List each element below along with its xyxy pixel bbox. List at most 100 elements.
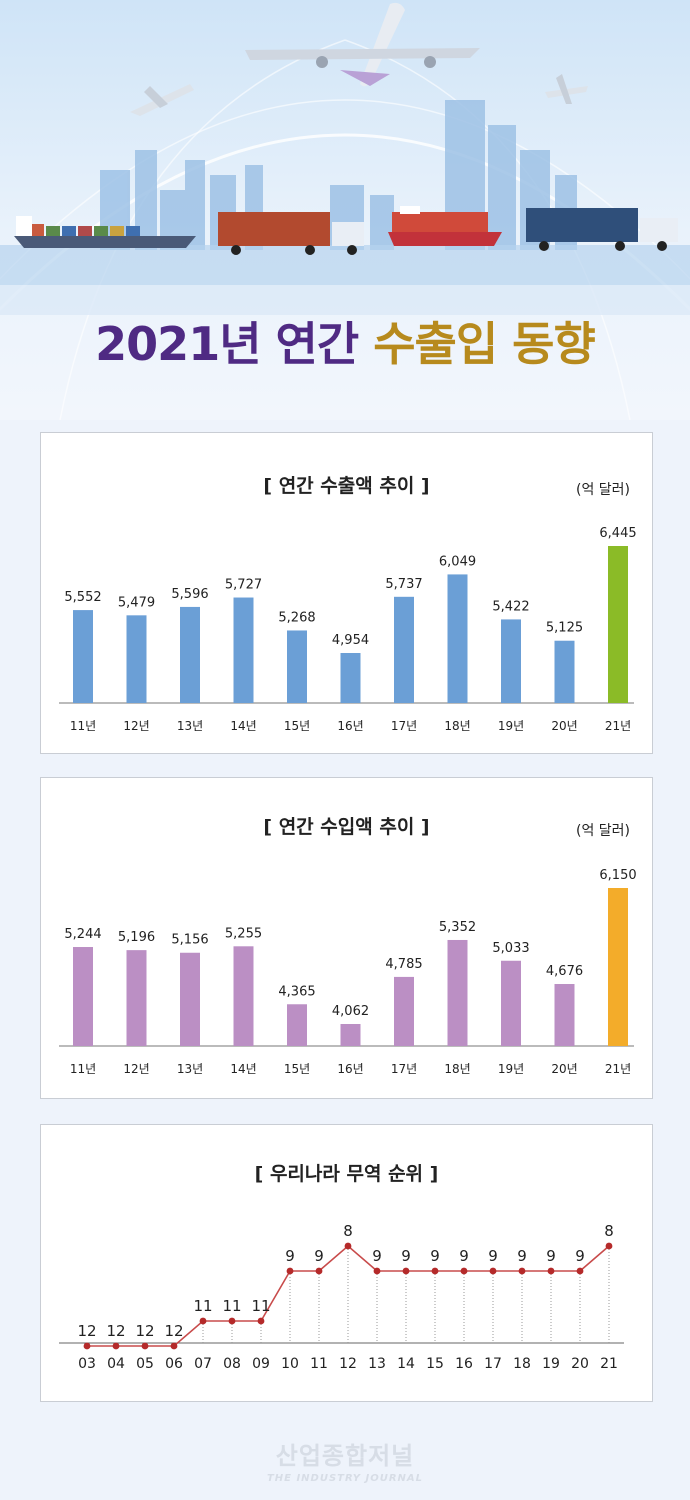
export-category-label: 11년 bbox=[70, 719, 96, 733]
import-category-label: 18년 bbox=[444, 1062, 470, 1076]
export-bar-chart: 5,552 11년 5,479 12년 5,596 13년 5,727 14년 5,268 15년… bbox=[59, 526, 637, 733]
rank-point bbox=[402, 1267, 410, 1275]
cargo-ship bbox=[14, 216, 196, 248]
rank-value-label: 9 bbox=[285, 1247, 295, 1265]
page-title-part2: 수출입 동향 bbox=[373, 317, 596, 371]
export-category-label: 20년 bbox=[551, 719, 577, 733]
import-bar bbox=[126, 950, 147, 1046]
page-title-part1: 2021년 연간 bbox=[95, 317, 359, 371]
export-category-label: 14년 bbox=[230, 719, 256, 733]
rank-category-label: 04 bbox=[107, 1356, 125, 1372]
rank-point bbox=[112, 1342, 120, 1350]
import-chart-panel: [ 연간 수입액 추이 ] (억 달러) 5,244 11년 5,196 12년 5,1… bbox=[40, 777, 653, 1099]
container-truck-2 bbox=[526, 208, 678, 251]
rank-point bbox=[199, 1317, 207, 1325]
export-value-label: 6,049 bbox=[439, 554, 476, 569]
import-value-label: 4,785 bbox=[385, 957, 422, 972]
rank-point bbox=[257, 1317, 265, 1325]
rank-category-label: 11 bbox=[310, 1356, 328, 1372]
export-value-label: 5,737 bbox=[385, 577, 422, 592]
import-category-label: 12년 bbox=[123, 1062, 149, 1076]
import-category-label: 14년 bbox=[230, 1062, 256, 1076]
import-category-label: 19년 bbox=[498, 1062, 524, 1076]
rank-value-label: 12 bbox=[135, 1322, 154, 1340]
export-value-label: 5,479 bbox=[118, 595, 155, 610]
import-value-label: 5,352 bbox=[439, 920, 476, 935]
watermark-subtitle: THE INDUSTRY JOURNAL bbox=[266, 1473, 424, 1484]
rank-category-label: 12 bbox=[339, 1356, 357, 1372]
rank-value-label: 9 bbox=[401, 1247, 411, 1265]
import-bar bbox=[73, 947, 93, 1046]
rank-point bbox=[373, 1267, 381, 1275]
rank-value-label: 12 bbox=[106, 1322, 125, 1340]
rank-point bbox=[228, 1317, 236, 1325]
import-bar bbox=[287, 1004, 307, 1046]
rank-value-label: 11 bbox=[222, 1297, 241, 1315]
rank-point bbox=[141, 1342, 149, 1350]
import-category-label: 17년 bbox=[391, 1062, 417, 1076]
export-value-label: 5,268 bbox=[278, 610, 315, 625]
rank-category-label: 19 bbox=[542, 1356, 560, 1372]
export-category-label: 17년 bbox=[391, 719, 417, 733]
rank-value-label: 12 bbox=[164, 1322, 183, 1340]
page-title: 2021년 연간 수출입 동향 bbox=[0, 308, 690, 374]
hero-illustration bbox=[0, 0, 690, 420]
export-category-label: 21년 bbox=[605, 719, 631, 733]
rank-point bbox=[576, 1267, 584, 1275]
export-category-label: 16년 bbox=[337, 719, 363, 733]
export-category-label: 15년 bbox=[284, 719, 310, 733]
export-category-label: 12년 bbox=[123, 719, 149, 733]
import-value-label: 5,196 bbox=[118, 930, 155, 945]
import-value-label: 4,062 bbox=[332, 1004, 369, 1019]
import-value-label: 5,156 bbox=[171, 933, 208, 948]
rank-point bbox=[170, 1342, 178, 1350]
export-bar bbox=[287, 630, 307, 703]
export-value-label: 5,596 bbox=[171, 587, 208, 602]
rank-point bbox=[547, 1267, 555, 1275]
rank-point bbox=[460, 1267, 468, 1275]
rank-line-chart: 12 03 12 04 12 05 12 06 11 07 11 08 11 09 9 10 9 11 8 12 9 13… bbox=[59, 1222, 624, 1372]
import-value-label: 5,033 bbox=[492, 941, 529, 956]
export-category-label: 18년 bbox=[444, 719, 470, 733]
export-bar bbox=[126, 615, 147, 703]
rank-category-label: 09 bbox=[252, 1356, 270, 1372]
import-chart-title: [ 연간 수입액 추이 ] bbox=[263, 816, 430, 838]
import-value-label: 5,255 bbox=[225, 926, 262, 941]
rank-category-label: 13 bbox=[368, 1356, 386, 1372]
import-bar bbox=[394, 976, 414, 1046]
rank-category-label: 21 bbox=[600, 1356, 618, 1372]
rank-category-label: 10 bbox=[281, 1356, 299, 1372]
import-bar bbox=[608, 888, 628, 1046]
airplane-large bbox=[245, 2, 480, 87]
watermark-logo: 산업종합저널 THE INDUSTRY JOURNAL bbox=[0, 1436, 690, 1484]
rank-point bbox=[431, 1267, 439, 1275]
rank-category-label: 03 bbox=[78, 1356, 96, 1372]
export-chart-title: [ 연간 수출액 추이 ] bbox=[263, 475, 430, 497]
export-value-label: 5,422 bbox=[492, 599, 529, 614]
rank-value-label: 8 bbox=[343, 1222, 353, 1240]
import-value-label: 6,150 bbox=[599, 868, 636, 883]
rank-point bbox=[518, 1267, 526, 1275]
rank-category-label: 16 bbox=[455, 1356, 473, 1372]
export-value-label: 5,727 bbox=[225, 578, 262, 593]
export-category-label: 19년 bbox=[498, 719, 524, 733]
export-category-label: 13년 bbox=[177, 719, 203, 733]
export-value-label: 6,445 bbox=[599, 526, 636, 541]
container-truck-1 bbox=[218, 212, 364, 255]
import-bar-chart: 5,244 11년 5,196 12년 5,156 13년 5,255 14년 4,365 15년… bbox=[59, 868, 637, 1076]
rank-point bbox=[605, 1242, 613, 1250]
rank-value-label: 9 bbox=[546, 1247, 556, 1265]
import-bar bbox=[501, 960, 521, 1046]
export-bar bbox=[340, 653, 361, 703]
rank-value-label: 9 bbox=[430, 1247, 440, 1265]
rank-category-label: 20 bbox=[571, 1356, 589, 1372]
export-bar bbox=[608, 546, 628, 703]
export-bar bbox=[73, 610, 93, 703]
hero-illustration-art bbox=[0, 2, 690, 420]
rank-point bbox=[344, 1242, 352, 1250]
rank-category-label: 15 bbox=[426, 1356, 444, 1372]
rank-value-label: 9 bbox=[488, 1247, 498, 1265]
import-category-label: 16년 bbox=[337, 1062, 363, 1076]
airplane-right bbox=[545, 74, 588, 104]
export-bar bbox=[501, 619, 521, 703]
